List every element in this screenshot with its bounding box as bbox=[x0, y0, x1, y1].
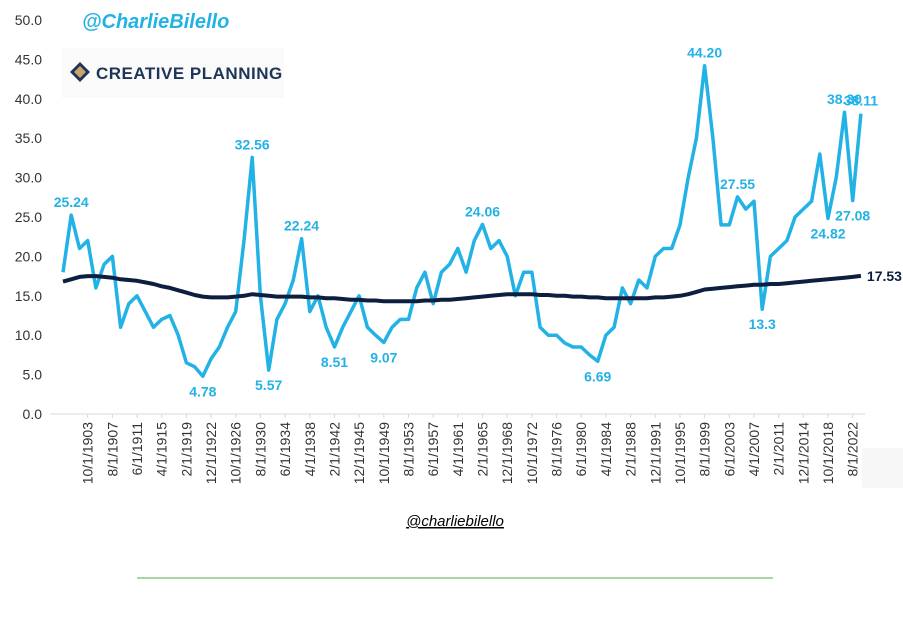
data-label: 8.51 bbox=[321, 354, 348, 370]
source: @charliebilello bbox=[406, 513, 504, 530]
x-tick-label: 10/1/1995 bbox=[672, 422, 688, 484]
corner-shade bbox=[862, 448, 903, 488]
x-tick-label: 2/1/1965 bbox=[475, 422, 491, 477]
x-tick-label: 10/1/1949 bbox=[376, 422, 392, 484]
data-label: 32.56 bbox=[235, 136, 270, 152]
data-label: 24.82 bbox=[810, 225, 845, 241]
x-tick-label: 10/1/1903 bbox=[80, 422, 96, 484]
x-tick-label: 8/1/1976 bbox=[549, 422, 565, 477]
x-tick-label: 4/1/1915 bbox=[154, 422, 170, 477]
x-tick-label: 10/1/1926 bbox=[228, 422, 244, 484]
x-tick-label: 8/1/2022 bbox=[845, 422, 861, 477]
series-line bbox=[61, 63, 863, 379]
x-tick-label: 2/1/1988 bbox=[623, 422, 639, 477]
y-tick-label: 25.0 bbox=[15, 209, 42, 225]
y-tick-label: 50.0 bbox=[15, 12, 42, 28]
x-tick-label: 12/1/1968 bbox=[499, 422, 515, 484]
x-tick-label: 8/1/1999 bbox=[697, 422, 713, 477]
y-tick-label: 15.0 bbox=[15, 288, 42, 304]
x-tick-label: 2/1/1919 bbox=[178, 422, 194, 477]
logo-box bbox=[62, 48, 284, 98]
x-tick-label: 12/1/2014 bbox=[795, 422, 811, 484]
x-tick-label: 12/1/1922 bbox=[203, 422, 219, 484]
data-label: 25.24 bbox=[54, 194, 89, 210]
x-tick-label: 6/1/1911 bbox=[129, 422, 145, 476]
x-tick-label: 8/1/1930 bbox=[252, 422, 268, 477]
data-label: 27.55 bbox=[720, 176, 755, 192]
data-label: 44.20 bbox=[687, 45, 722, 61]
y-tick-label: 40.0 bbox=[15, 91, 42, 107]
data-label: 38.11 bbox=[844, 93, 878, 109]
x-tick-label: 4/1/1984 bbox=[598, 422, 614, 477]
logo-text: CREATIVE PLANNING bbox=[96, 64, 283, 83]
y-tick-label: 5.0 bbox=[23, 367, 43, 383]
x-tick-label: 8/1/1907 bbox=[104, 422, 120, 477]
data-label: 5.57 bbox=[255, 377, 282, 393]
y-tick-label: 45.0 bbox=[15, 51, 42, 67]
x-tick-label: 6/1/1957 bbox=[425, 422, 441, 477]
x-tick-label: 4/1/1938 bbox=[302, 422, 318, 477]
x-tick-label: 8/1/1953 bbox=[400, 422, 416, 477]
watermark: @CharlieBilello bbox=[82, 11, 229, 33]
y-tick-label: 30.0 bbox=[15, 170, 42, 186]
x-tick-label: 6/1/1934 bbox=[277, 422, 293, 477]
x-tick-label: 12/1/1991 bbox=[647, 422, 663, 484]
logo: CREATIVE PLANNING bbox=[62, 48, 284, 98]
data-label: 17.53 bbox=[867, 268, 902, 284]
x-tick-label: 2/1/2011 bbox=[771, 422, 787, 476]
x-tick-label: 10/1/2018 bbox=[820, 422, 836, 484]
x-tick-label: 6/1/1980 bbox=[573, 422, 589, 477]
x-tick-label: 10/1/1972 bbox=[524, 422, 540, 484]
data-label: 6.69 bbox=[584, 368, 611, 384]
data-label: 24.06 bbox=[465, 203, 500, 219]
series-line bbox=[62, 273, 862, 304]
x-tick-label: 6/1/2003 bbox=[721, 422, 737, 477]
x-tick-label: 12/1/1945 bbox=[351, 422, 367, 484]
y-tick-label: 10.0 bbox=[15, 327, 42, 343]
data-label: 4.78 bbox=[189, 383, 216, 399]
y-tick-label: 20.0 bbox=[15, 248, 42, 264]
y-tick-label: 35.0 bbox=[15, 130, 42, 146]
x-tick-label: 2/1/1942 bbox=[326, 422, 342, 477]
data-label: 38.30 bbox=[827, 91, 862, 107]
data-label: 9.07 bbox=[370, 350, 397, 366]
data-label: 22.24 bbox=[284, 218, 319, 234]
logo-icon-inner bbox=[74, 66, 86, 78]
x-tick-label: 4/1/1961 bbox=[450, 422, 466, 477]
y-tick-label: 0.0 bbox=[23, 406, 43, 422]
x-tick-label: 4/1/2007 bbox=[746, 422, 762, 477]
data-label: 13.3 bbox=[749, 316, 776, 332]
data-label: 27.08 bbox=[835, 208, 870, 224]
